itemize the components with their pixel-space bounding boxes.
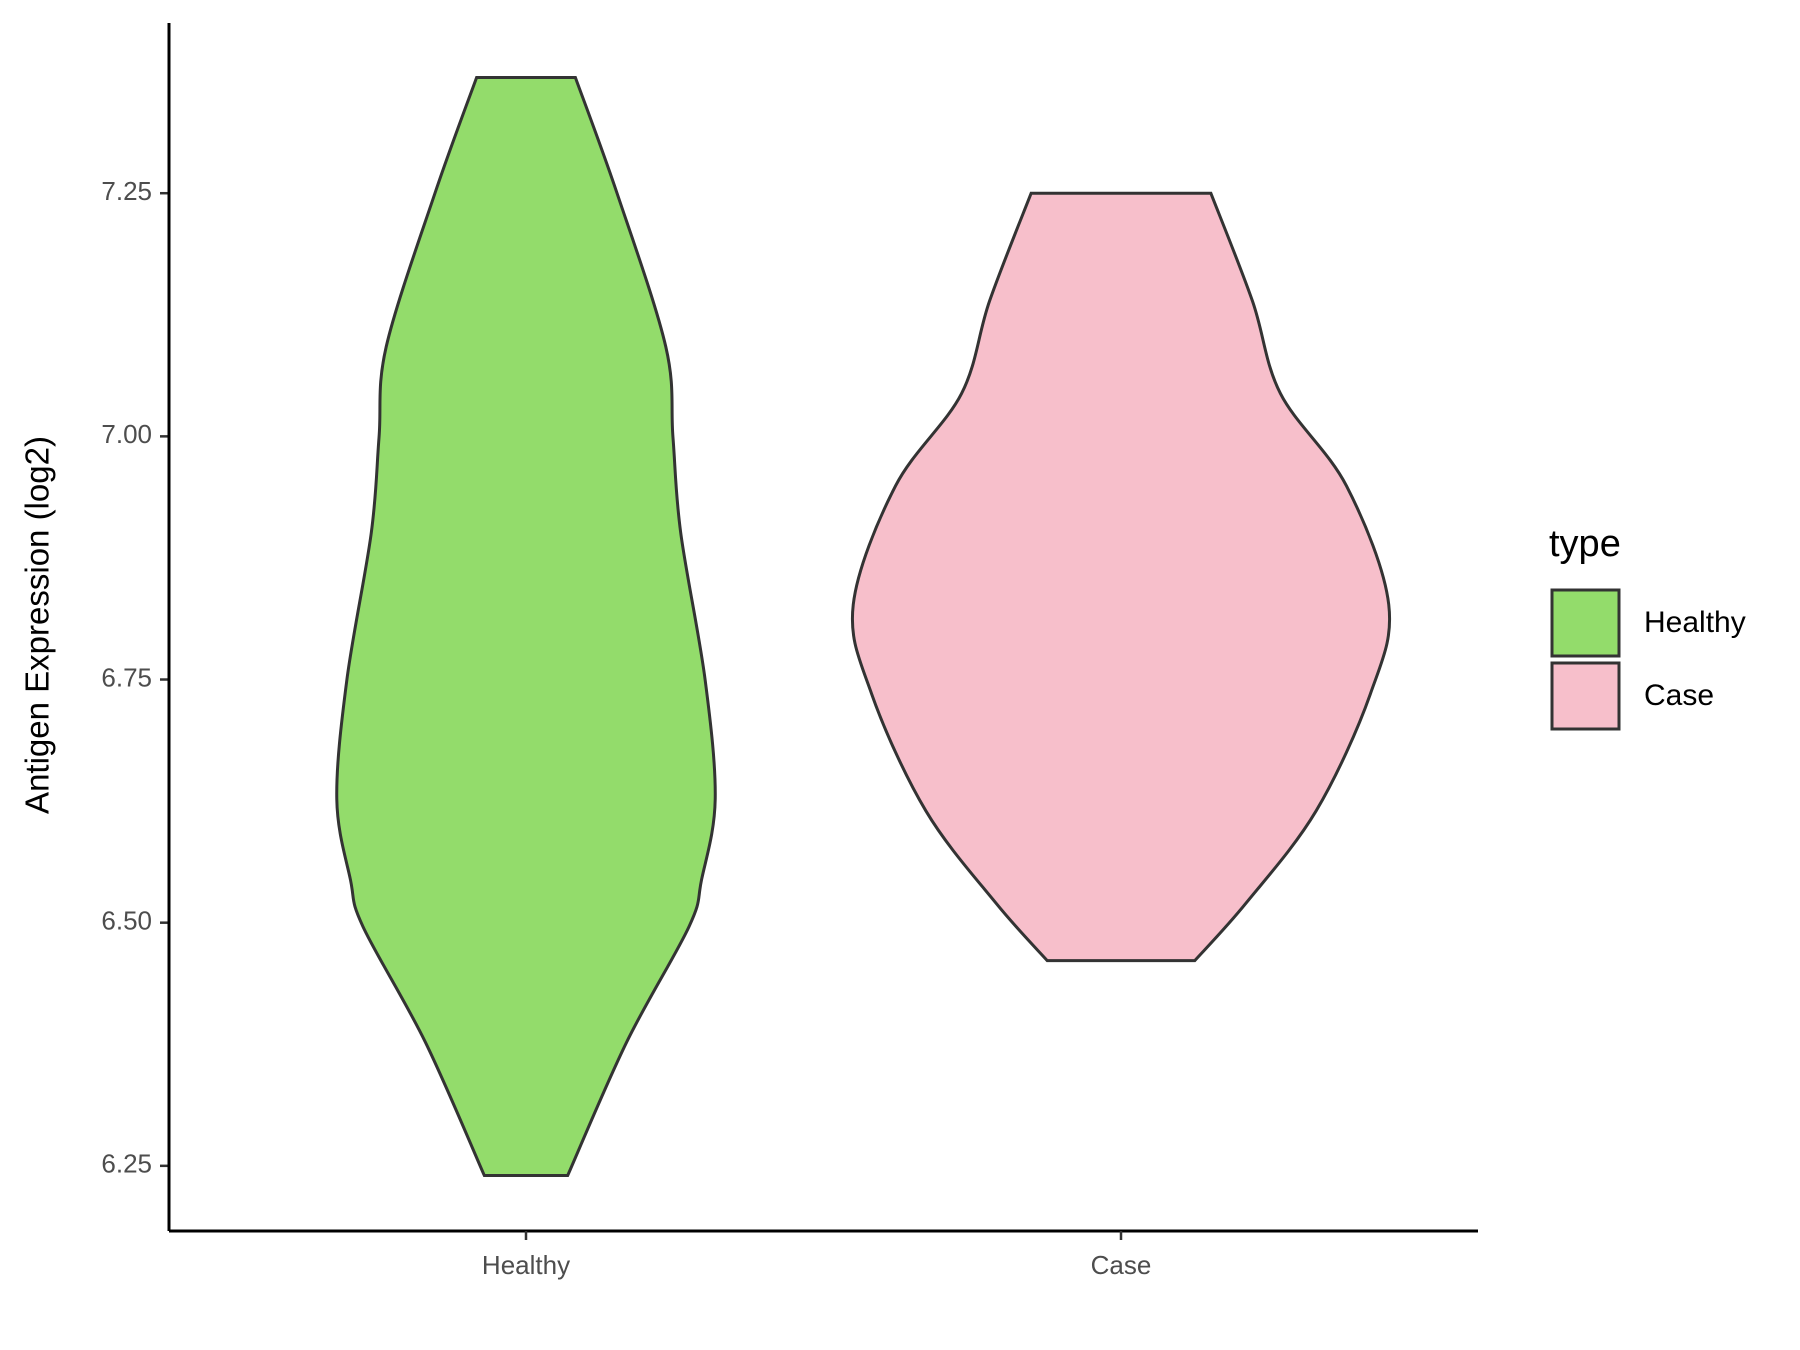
y-axis-title: Antigen Expression (log2) [19, 436, 56, 814]
legend-label: Case [1644, 679, 1714, 712]
legend-key [1550, 661, 1621, 731]
legend-key [1550, 588, 1621, 658]
y-tick-label: 6.75 [101, 662, 152, 692]
y-tick-label: 6.25 [101, 1149, 152, 1179]
y-tick-label: 7.25 [101, 176, 152, 206]
y-tick-label: 6.50 [101, 906, 152, 936]
x-tick-label: Case [1091, 1250, 1152, 1280]
y-tick-label: 7.00 [101, 419, 152, 449]
legend-title: type [1549, 523, 1621, 565]
x-tick-label: Healthy [482, 1250, 570, 1280]
violin [335, 75, 717, 1178]
violin [850, 191, 1392, 963]
legend-label: Healthy [1644, 606, 1746, 639]
